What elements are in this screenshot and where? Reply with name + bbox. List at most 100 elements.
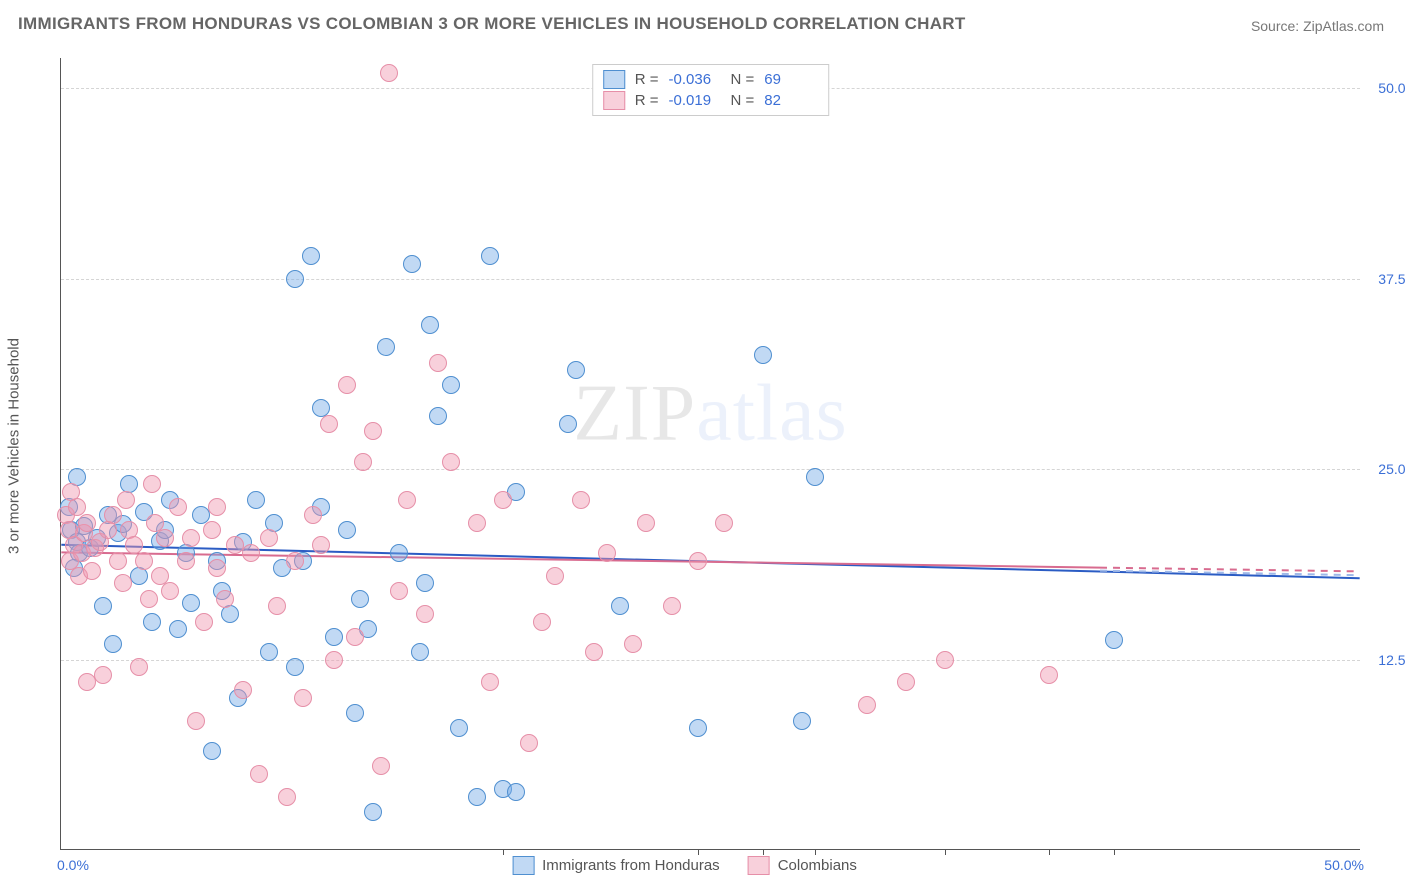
data-point-colombians xyxy=(294,689,312,707)
data-point-colombians xyxy=(304,506,322,524)
swatch-honduras xyxy=(512,856,534,875)
data-point-honduras xyxy=(442,376,460,394)
data-point-honduras xyxy=(377,338,395,356)
data-point-colombians xyxy=(62,483,80,501)
data-point-honduras xyxy=(390,544,408,562)
data-point-colombians xyxy=(143,475,161,493)
data-point-colombians xyxy=(442,453,460,471)
data-point-honduras xyxy=(94,597,112,615)
watermark: ZIPatlas xyxy=(573,368,848,459)
data-point-colombians xyxy=(156,529,174,547)
y-tick-label: 25.0% xyxy=(1366,461,1406,477)
data-point-honduras xyxy=(143,613,161,631)
data-point-colombians xyxy=(278,788,296,806)
x-tick-mark xyxy=(763,849,764,855)
plot-area: ZIPatlas R = -0.036 N = 69 R = -0.019 N … xyxy=(60,58,1360,850)
data-point-honduras xyxy=(611,597,629,615)
data-point-colombians xyxy=(94,666,112,684)
data-point-colombians xyxy=(169,498,187,516)
data-point-colombians xyxy=(78,514,96,532)
data-point-colombians xyxy=(83,562,101,580)
data-point-colombians xyxy=(398,491,416,509)
data-point-colombians xyxy=(104,506,122,524)
y-tick-label: 12.5% xyxy=(1366,652,1406,668)
data-point-colombians xyxy=(715,514,733,532)
gridline xyxy=(61,660,1360,661)
data-point-honduras xyxy=(411,643,429,661)
data-point-colombians xyxy=(268,597,286,615)
data-point-honduras xyxy=(351,590,369,608)
source-credit: Source: ZipAtlas.com xyxy=(1251,18,1384,34)
data-point-colombians xyxy=(109,552,127,570)
data-point-colombians xyxy=(242,544,260,562)
data-point-honduras xyxy=(325,628,343,646)
trend-line xyxy=(1100,571,1360,576)
data-point-colombians xyxy=(520,734,538,752)
data-point-honduras xyxy=(346,704,364,722)
data-point-honduras xyxy=(169,620,187,638)
chart-title: IMMIGRANTS FROM HONDURAS VS COLOMBIAN 3 … xyxy=(18,14,966,34)
data-point-colombians xyxy=(187,712,205,730)
stats-legend: R = -0.036 N = 69 R = -0.019 N = 82 xyxy=(592,64,830,116)
data-point-honduras xyxy=(793,712,811,730)
data-point-colombians xyxy=(380,64,398,82)
data-point-honduras xyxy=(567,361,585,379)
data-point-colombians xyxy=(325,651,343,669)
x-tick-right: 50.0% xyxy=(1324,857,1364,873)
data-point-colombians xyxy=(234,681,252,699)
data-point-colombians xyxy=(572,491,590,509)
data-point-colombians xyxy=(260,529,278,547)
x-tick-mark xyxy=(1114,849,1115,855)
r-label: R = xyxy=(635,92,659,109)
data-point-colombians xyxy=(177,552,195,570)
x-tick-mark xyxy=(815,849,816,855)
data-point-honduras xyxy=(450,719,468,737)
data-point-colombians xyxy=(130,658,148,676)
data-point-colombians xyxy=(598,544,616,562)
r-value-honduras: -0.036 xyxy=(669,71,721,88)
n-label: N = xyxy=(731,71,755,88)
data-point-colombians xyxy=(390,582,408,600)
data-point-honduras xyxy=(559,415,577,433)
data-point-colombians xyxy=(546,567,564,585)
data-point-colombians xyxy=(429,354,447,372)
legend-label-honduras: Immigrants from Honduras xyxy=(542,857,720,874)
data-point-colombians xyxy=(481,673,499,691)
x-tick-mark xyxy=(1049,849,1050,855)
legend-item-honduras: Immigrants from Honduras xyxy=(512,856,720,875)
data-point-colombians xyxy=(195,613,213,631)
n-value-honduras: 69 xyxy=(764,71,816,88)
data-point-colombians xyxy=(203,521,221,539)
data-point-colombians xyxy=(114,574,132,592)
y-tick-label: 50.0% xyxy=(1366,80,1406,96)
data-point-colombians xyxy=(338,376,356,394)
x-tick-mark xyxy=(698,849,699,855)
y-tick-label: 37.5% xyxy=(1366,271,1406,287)
data-point-colombians xyxy=(897,673,915,691)
series-legend: Immigrants from Honduras Colombians xyxy=(512,856,857,875)
data-point-honduras xyxy=(286,658,304,676)
gridline xyxy=(61,469,1360,470)
stats-row-colombians: R = -0.019 N = 82 xyxy=(603,90,817,111)
data-point-colombians xyxy=(135,552,153,570)
data-point-colombians xyxy=(250,765,268,783)
x-tick-mark xyxy=(503,849,504,855)
legend-item-colombians: Colombians xyxy=(748,856,857,875)
data-point-honduras xyxy=(429,407,447,425)
data-point-colombians xyxy=(1040,666,1058,684)
swatch-colombians xyxy=(748,856,770,875)
data-point-colombians xyxy=(117,491,135,509)
legend-label-colombians: Colombians xyxy=(778,857,857,874)
gridline xyxy=(61,279,1360,280)
x-tick-left: 0.0% xyxy=(57,857,89,873)
data-point-honduras xyxy=(364,803,382,821)
data-point-colombians xyxy=(208,498,226,516)
data-point-colombians xyxy=(140,590,158,608)
data-point-colombians xyxy=(182,529,200,547)
data-point-honduras xyxy=(806,468,824,486)
data-point-colombians xyxy=(346,628,364,646)
data-point-honduras xyxy=(104,635,122,653)
data-point-colombians xyxy=(663,597,681,615)
data-point-colombians xyxy=(161,582,179,600)
data-point-honduras xyxy=(247,491,265,509)
